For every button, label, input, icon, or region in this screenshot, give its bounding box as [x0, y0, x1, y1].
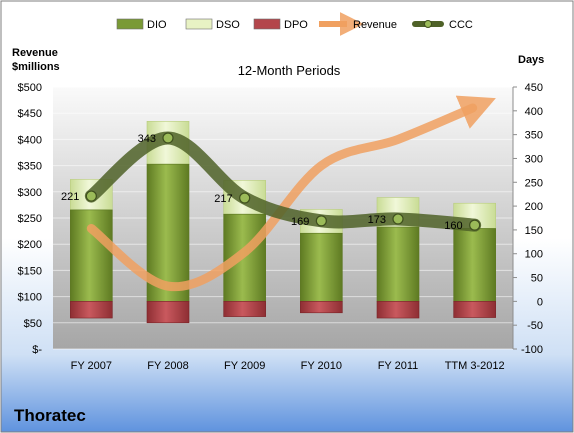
right-tick-label: 450: [525, 82, 543, 94]
ccc-point: [469, 219, 481, 231]
bar-dpo: [70, 301, 113, 319]
left-axis-title-line2: $millions: [12, 61, 60, 73]
left-tick-label: $-: [32, 344, 42, 356]
ccc-data-label: 173: [368, 214, 386, 226]
x-tick-label: FY 2010: [301, 360, 342, 372]
legend-swatch-ccc-marker: [424, 20, 432, 28]
right-tick-label: -100: [521, 344, 543, 356]
legend-swatch-dpo: [253, 18, 281, 30]
left-tick-label: $200: [18, 239, 42, 251]
bar-dpo: [300, 301, 343, 314]
x-tick-label: FY 2009: [224, 360, 265, 372]
right-tick-label: 100: [525, 249, 543, 261]
right-axis: -100 -50 0 50 100 150 200 250 300 350 400 450: [512, 82, 543, 356]
bar-series: [70, 120, 496, 324]
left-tick-label: $50: [24, 318, 42, 330]
right-tick-label: 200: [525, 201, 543, 213]
x-tick-label: FY 2008: [147, 360, 188, 372]
left-tick-label: $350: [18, 161, 42, 173]
bar-dpo: [376, 301, 420, 319]
ccc-data-label: 217: [214, 193, 232, 205]
chart-title: 12-Month Periods: [238, 63, 341, 78]
bar-dio: [453, 228, 496, 302]
x-tick-label: TTM 3-2012: [445, 360, 505, 372]
right-tick-label: 0: [537, 296, 543, 308]
ccc-point: [392, 213, 404, 225]
bar-dio: [300, 232, 343, 302]
legend-label: Revenue: [353, 19, 397, 31]
left-axis-title-line1: Revenue: [12, 47, 58, 59]
left-tick-label: $100: [18, 292, 42, 304]
bar-dpo: [453, 301, 496, 318]
left-tick-label: $150: [18, 265, 42, 277]
x-tick-label: FY 2007: [71, 360, 112, 372]
left-tick-label: $400: [18, 134, 42, 146]
legend-label: DPO: [284, 19, 308, 31]
ccc-point: [162, 132, 174, 144]
right-tick-label: 50: [531, 273, 543, 285]
ccc-point: [85, 190, 97, 202]
legend: DIO DSO DPO Revenue CCC: [116, 12, 473, 36]
legend-swatch-dio: [116, 18, 144, 30]
bar-dpo: [223, 301, 266, 317]
legend-label: DIO: [147, 19, 167, 31]
left-tick-label: $450: [18, 108, 42, 120]
ccc-series: 221 343 217 169 173 160: [61, 131, 482, 232]
left-axis: $- $50 $100 $150 $200 $250 $300 $350 $400 $450 $50…: [18, 82, 43, 356]
legend-label: DSO: [216, 19, 240, 31]
bar-dio: [376, 226, 420, 302]
ccc-point: [315, 215, 327, 227]
ccc-data-label: 160: [444, 220, 462, 232]
ccc-data-label: 221: [61, 191, 79, 203]
right-axis-title: Days: [518, 54, 544, 66]
right-tick-label: -50: [527, 320, 543, 332]
right-tick-label: 150: [525, 225, 543, 237]
company-name: Thoratec: [14, 406, 86, 425]
right-tick-label: 400: [525, 106, 543, 118]
x-axis: FY 2007 FY 2008 FY 2009 FY 2010 FY 2011 TTM 3…: [71, 360, 505, 372]
legend-swatch-dso: [185, 18, 213, 30]
left-tick-label: $500: [18, 82, 42, 94]
ccc-data-label: 343: [138, 133, 156, 145]
ccc-point: [239, 192, 251, 204]
x-tick-label: FY 2011: [378, 360, 419, 372]
right-tick-label: 250: [525, 177, 543, 189]
ccc-data-label: 169: [291, 216, 309, 228]
bar-dio: [70, 209, 113, 302]
right-tick-label: 300: [525, 153, 543, 165]
bar-dpo: [146, 301, 190, 324]
left-tick-label: $250: [18, 213, 42, 225]
left-tick-label: $300: [18, 187, 42, 199]
right-tick-label: 350: [525, 130, 543, 142]
legend-label: CCC: [449, 19, 473, 31]
